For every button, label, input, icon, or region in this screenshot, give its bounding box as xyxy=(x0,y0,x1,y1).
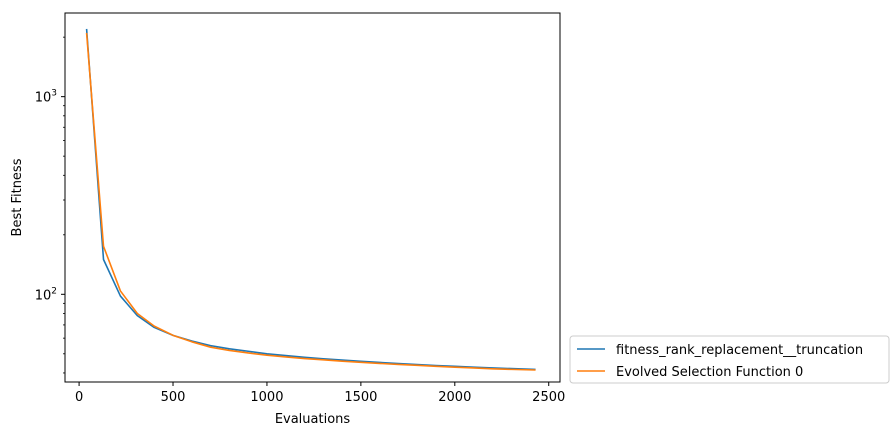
axes-frame xyxy=(64,12,561,383)
series-lines xyxy=(85,28,536,371)
x-axis-label: Evaluations xyxy=(275,412,351,427)
y-tick-label: 102 xyxy=(35,286,57,303)
legend-label-series-1: Evolved Selection Function 0 xyxy=(616,365,803,380)
x-tick-label: 2000 xyxy=(438,390,471,405)
y-axis-label: Best Fitness xyxy=(10,158,25,236)
y-axis-ticks: 102 103 xyxy=(35,36,65,374)
x-tick-label: 1500 xyxy=(344,390,377,405)
x-tick-label: 0 xyxy=(75,390,83,405)
legend-label-series-0: fitness_rank_replacement__truncation xyxy=(616,343,863,358)
series-line-1 xyxy=(85,32,536,371)
series-line-0 xyxy=(85,28,536,371)
x-axis-ticks: 0 500 1000 1500 2000 2500 xyxy=(75,382,565,405)
x-tick-label: 1000 xyxy=(250,390,283,405)
x-tick-label: 500 xyxy=(161,390,186,405)
legend: fitness_rank_replacement__truncation Evo… xyxy=(569,335,890,384)
x-tick-label: 2500 xyxy=(532,390,565,405)
legend-box xyxy=(569,335,890,384)
y-tick-label: 103 xyxy=(35,89,57,106)
